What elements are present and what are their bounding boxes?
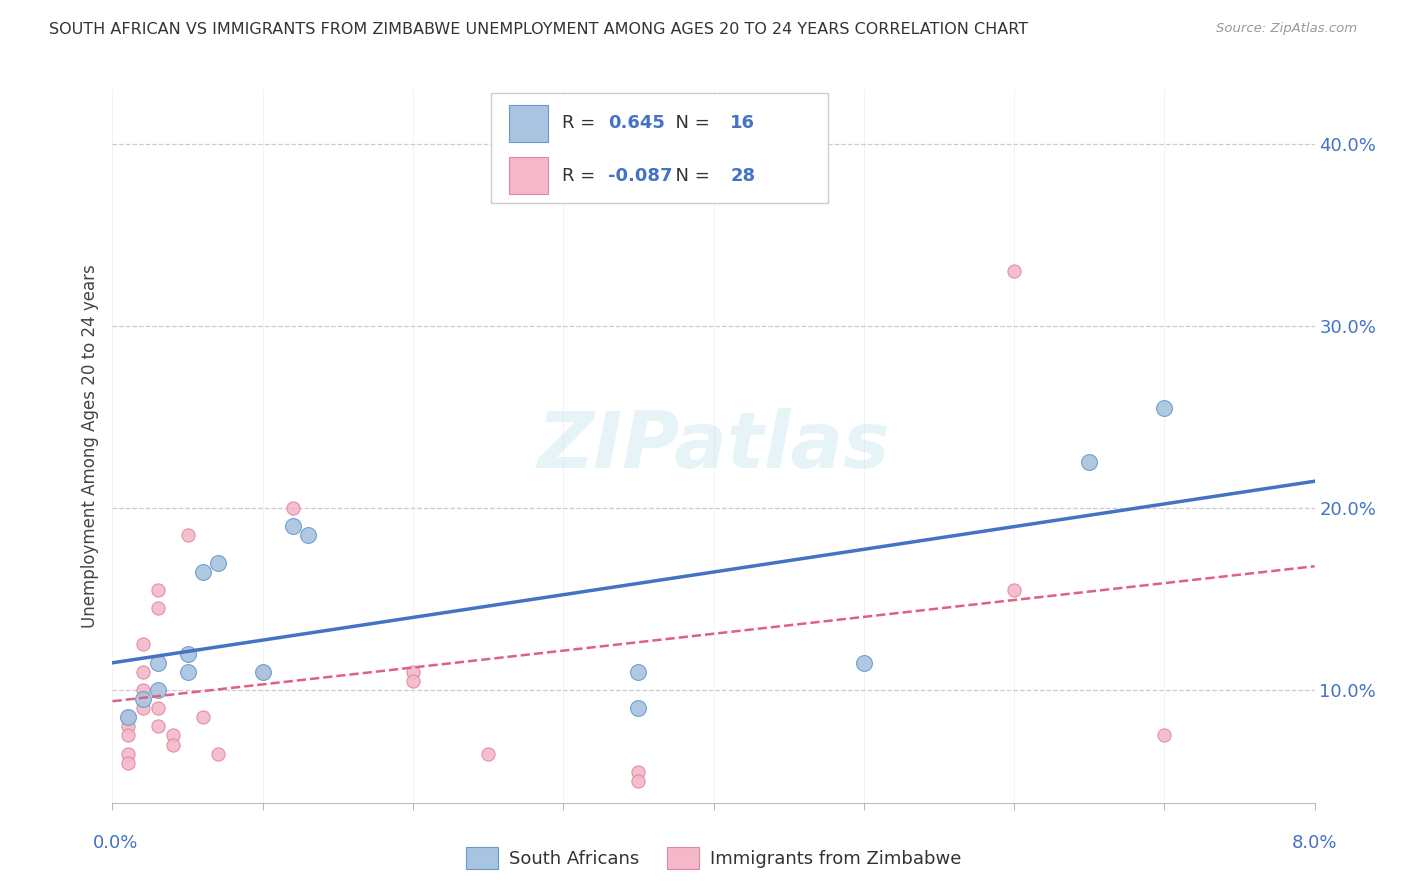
Point bbox=[146, 701, 169, 715]
Point bbox=[477, 747, 499, 761]
Point bbox=[117, 719, 139, 733]
Point bbox=[1078, 455, 1101, 469]
Point bbox=[402, 665, 425, 679]
Text: R =: R = bbox=[562, 167, 602, 185]
Point bbox=[131, 692, 153, 706]
Point bbox=[1153, 728, 1175, 742]
Point bbox=[627, 774, 650, 789]
Point bbox=[1153, 401, 1175, 415]
Point bbox=[131, 701, 153, 715]
Point bbox=[146, 656, 169, 670]
Text: SOUTH AFRICAN VS IMMIGRANTS FROM ZIMBABWE UNEMPLOYMENT AMONG AGES 20 TO 24 YEARS: SOUTH AFRICAN VS IMMIGRANTS FROM ZIMBABW… bbox=[49, 22, 1028, 37]
Point bbox=[252, 665, 274, 679]
Text: ZIPatlas: ZIPatlas bbox=[537, 408, 890, 484]
Text: -0.087: -0.087 bbox=[607, 167, 672, 185]
Point bbox=[131, 665, 153, 679]
Text: 28: 28 bbox=[730, 167, 755, 185]
Point bbox=[117, 710, 139, 724]
Point bbox=[117, 710, 139, 724]
Point bbox=[281, 500, 304, 515]
Text: N =: N = bbox=[664, 114, 716, 132]
Point bbox=[176, 647, 198, 661]
Text: N =: N = bbox=[664, 167, 716, 185]
Point bbox=[191, 710, 214, 724]
Point bbox=[117, 728, 139, 742]
Point bbox=[146, 582, 169, 597]
FancyBboxPatch shape bbox=[491, 93, 828, 203]
Point bbox=[852, 656, 875, 670]
Point bbox=[627, 764, 650, 779]
Point bbox=[146, 601, 169, 615]
Point bbox=[146, 682, 169, 697]
Text: Source: ZipAtlas.com: Source: ZipAtlas.com bbox=[1216, 22, 1357, 36]
Text: 8.0%: 8.0% bbox=[1292, 834, 1337, 852]
Point bbox=[1002, 582, 1025, 597]
Point bbox=[207, 556, 229, 570]
Point bbox=[131, 682, 153, 697]
Point bbox=[117, 747, 139, 761]
Point bbox=[1002, 264, 1025, 278]
Legend: South Africans, Immigrants from Zimbabwe: South Africans, Immigrants from Zimbabwe bbox=[458, 839, 969, 876]
Point bbox=[162, 738, 184, 752]
Point bbox=[627, 701, 650, 715]
Point bbox=[402, 673, 425, 688]
FancyBboxPatch shape bbox=[509, 104, 548, 142]
Point bbox=[207, 747, 229, 761]
Point bbox=[297, 528, 319, 542]
Point bbox=[627, 665, 650, 679]
Point bbox=[191, 565, 214, 579]
Point bbox=[252, 665, 274, 679]
Point bbox=[146, 719, 169, 733]
Text: 16: 16 bbox=[730, 114, 755, 132]
Text: 0.645: 0.645 bbox=[607, 114, 665, 132]
Point bbox=[176, 528, 198, 542]
Point bbox=[162, 728, 184, 742]
Point bbox=[281, 519, 304, 533]
Y-axis label: Unemployment Among Ages 20 to 24 years: Unemployment Among Ages 20 to 24 years bbox=[80, 264, 98, 628]
Text: 0.0%: 0.0% bbox=[93, 834, 138, 852]
Point bbox=[117, 756, 139, 770]
FancyBboxPatch shape bbox=[509, 157, 548, 194]
Point bbox=[176, 665, 198, 679]
Point bbox=[131, 637, 153, 651]
Text: R =: R = bbox=[562, 114, 602, 132]
